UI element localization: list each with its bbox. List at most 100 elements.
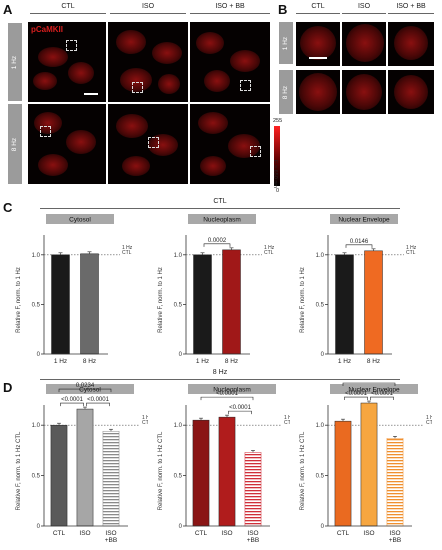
p-value-label: 0.0146 (350, 239, 369, 245)
zoom-ctl-8hz (296, 70, 340, 114)
chart-d-cytosol: Cytosol 0 0.5 1.0 Relative F, norm. to 1 Hz … (16, 383, 148, 544)
colorbar (274, 126, 280, 186)
panel-letter-d: D (3, 380, 13, 395)
p-value-label: 0.0002 (208, 238, 227, 244)
x-tick-label: 1 Hz (54, 358, 67, 365)
x-tick-label: 8 Hz (83, 358, 96, 365)
reference-label: CTL (284, 420, 290, 426)
y-tick-label: 0.5 (32, 474, 41, 480)
x-tick-label: ISO (105, 530, 116, 537)
micrograph-isobb-1hz (190, 22, 270, 102)
bar (222, 249, 241, 355)
micrograph-iso-1hz (108, 22, 188, 102)
y-tick-label: 0.5 (316, 474, 325, 480)
roi-box (250, 146, 261, 157)
x-tick-label: 1 Hz (196, 358, 209, 365)
b-row-label-1hz: 1 Hz (279, 22, 293, 64)
x-tick-label: 8 Hz (367, 358, 380, 365)
y-axis-label: Relative F, norm. to 1 Hz CTL (158, 431, 164, 510)
y-tick-label: 0 (37, 524, 41, 530)
header-line (40, 208, 400, 209)
x-tick-label: ISO (389, 530, 400, 537)
zoom-ctl-1hz (296, 22, 340, 66)
chart-title-box (188, 384, 276, 394)
bar (51, 254, 70, 355)
p-value-label: <0.0001 (358, 382, 381, 383)
micrograph-ctl-1hz: pCaMKII (28, 22, 106, 102)
bar (364, 250, 383, 355)
panel-letter-c: C (3, 200, 13, 215)
bar (193, 254, 212, 355)
p-value-label: <0.0001 (61, 397, 84, 403)
panel-letter-b: B (278, 2, 288, 17)
x-tick-label: CTL (195, 530, 208, 537)
significance-bracket (200, 396, 254, 401)
reference-label: 1 Hz (406, 245, 417, 251)
bar (335, 254, 354, 355)
micrograph-ctl-8hz (28, 104, 106, 184)
y-tick-label: 0.5 (32, 302, 41, 308)
scale-bar (309, 57, 327, 59)
x-tick-label: 1 Hz (338, 358, 351, 365)
bar (80, 253, 99, 355)
col-header-ctl: CTL (61, 3, 75, 10)
b-col-header-ctl: CTL (311, 3, 325, 10)
stain-label: pCaMKII (31, 25, 63, 34)
bar (192, 419, 210, 527)
bar (218, 416, 236, 527)
y-tick-label: 0 (179, 524, 183, 530)
p-value-label: <0.0001 (216, 391, 239, 397)
reference-label: 1 Hz (284, 415, 290, 421)
significance-bracket (344, 396, 368, 401)
bar (334, 420, 352, 527)
chart-title: Nucleoplasm (213, 387, 251, 394)
chart-title: Cytosol (79, 387, 101, 394)
colorbar-min: 0 (276, 188, 280, 194)
y-axis-label: Relative F, norm. to 1 Hz (158, 267, 164, 333)
roi-box (66, 40, 77, 51)
chart-d-nuclear-envelope: Nuclear Envelope 0 0.5 1.0 Relative F, norm.… (300, 382, 432, 544)
chart-c-nucleoplasm: Nucleoplasm 0 0.5 1.0 Relative F, norm. to 1… (158, 214, 275, 365)
chart-title: Nucleoplasm (203, 217, 241, 224)
reference-label: CTL (122, 250, 132, 256)
panel-d-header: 8 Hz (212, 369, 228, 376)
significance-bracket (203, 243, 231, 247)
y-axis-label: Relative F, norm. to 1 Hz CTL (300, 431, 306, 510)
roi-box (40, 126, 51, 137)
col-header-iso: ISO (141, 3, 155, 10)
y-tick-label: 0.5 (174, 474, 183, 480)
reference-label: 1 Hz (142, 415, 148, 421)
bar (102, 430, 120, 527)
header-line (342, 13, 386, 14)
chart-title: Nuclear Envelope (338, 217, 390, 224)
x-tick-label: CTL (53, 530, 66, 537)
p-value-label: <0.0001 (87, 397, 110, 403)
y-tick-label: 0 (37, 352, 41, 358)
significance-bracket (342, 382, 396, 387)
header-line (110, 13, 186, 14)
x-tick-label: 8 Hz (225, 358, 238, 365)
x-tick-label: +BB (247, 537, 259, 544)
chart-title-box (46, 214, 114, 224)
x-tick-label: ISO (363, 530, 374, 537)
b-col-header-iso: ISO (357, 3, 371, 10)
reference-label: CTL (142, 420, 148, 426)
bar (386, 438, 404, 527)
chart-title-box (330, 214, 398, 224)
p-value-label: <0.0001 (371, 391, 394, 397)
bar (360, 402, 378, 527)
bar (50, 424, 68, 527)
y-axis-label: Relative F, norm. to 1 Hz CTL (16, 431, 22, 510)
y-tick-label: 1.0 (32, 253, 41, 259)
y-tick-label: 1.0 (174, 253, 183, 259)
y-tick-label: 0 (179, 352, 183, 358)
y-tick-label: 0 (321, 352, 325, 358)
bar (244, 452, 262, 527)
b-row-label-8hz: 8 Hz (279, 70, 293, 114)
y-tick-label: 1.0 (316, 423, 325, 429)
p-value-label: 0.0234 (76, 383, 95, 389)
header-line (40, 379, 400, 380)
significance-bracket (370, 396, 394, 401)
row-label-8hz: 8 Hz (8, 104, 22, 184)
x-tick-label: +BB (389, 537, 401, 544)
